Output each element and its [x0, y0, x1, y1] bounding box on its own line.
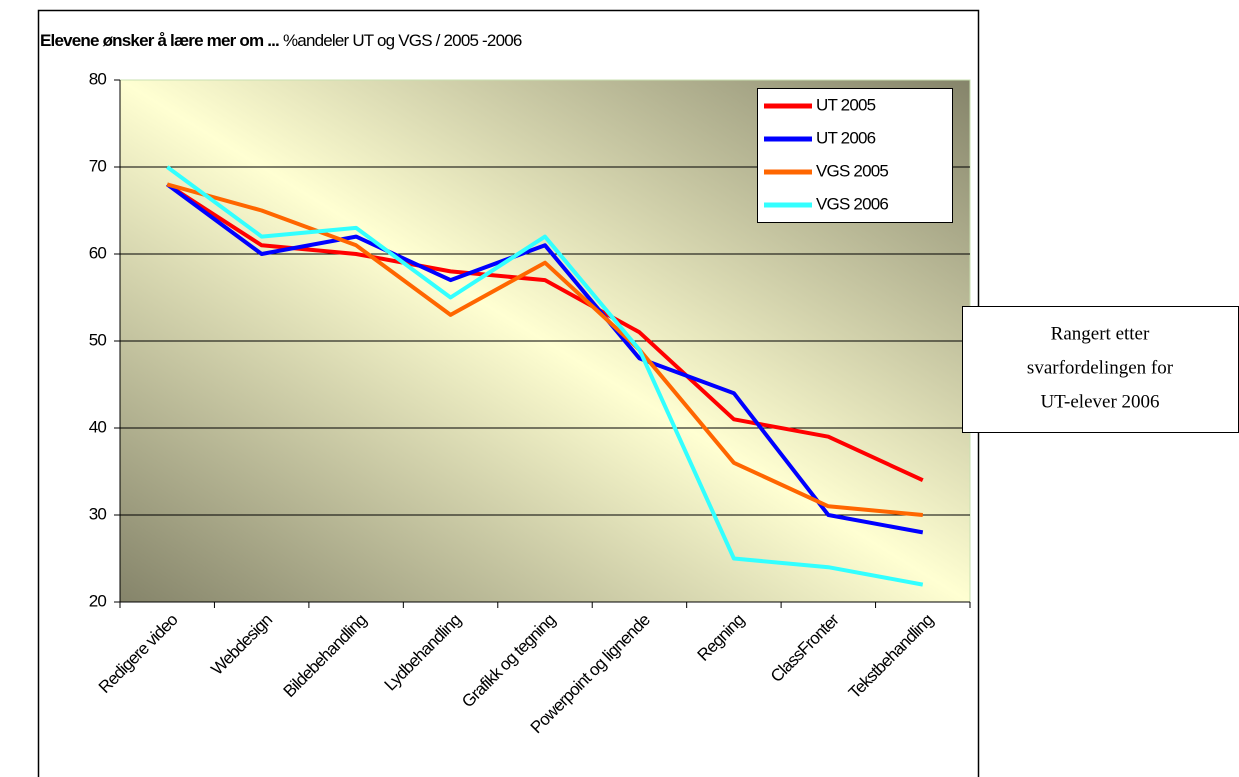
y-tick-label: 40: [89, 417, 107, 436]
annotation-box: [962, 306, 1239, 433]
legend-label: UT 2006: [816, 128, 876, 147]
y-tick-label: 80: [89, 69, 107, 88]
legend-label: UT 2005: [816, 95, 876, 114]
legend-label: VGS 2006: [816, 194, 888, 213]
y-tick-label: 20: [89, 591, 107, 610]
y-tick-label: 50: [89, 330, 107, 349]
annotation-line: UT-elever 2006: [1040, 391, 1159, 412]
annotation-line: svarfordelingen for: [1027, 357, 1174, 378]
series-line: [166, 182, 924, 535]
legend: [757, 88, 953, 223]
annotation-line: Rangert etter: [1051, 323, 1150, 344]
series-line: [166, 165, 924, 587]
legend-label: VGS 2005: [816, 161, 888, 180]
y-tick-label: 60: [89, 243, 107, 262]
y-tick-label: 30: [89, 504, 107, 523]
series-line: [166, 182, 923, 517]
y-tick-label: 70: [89, 156, 107, 175]
chart-title: Elevene ønsker å lære mer om ... %andeler…: [40, 31, 522, 50]
title: Elevene ønsker å lære mer om ...: [40, 31, 279, 50]
subtitle: %andeler UT og VGS / 2005 -2006: [283, 31, 522, 50]
